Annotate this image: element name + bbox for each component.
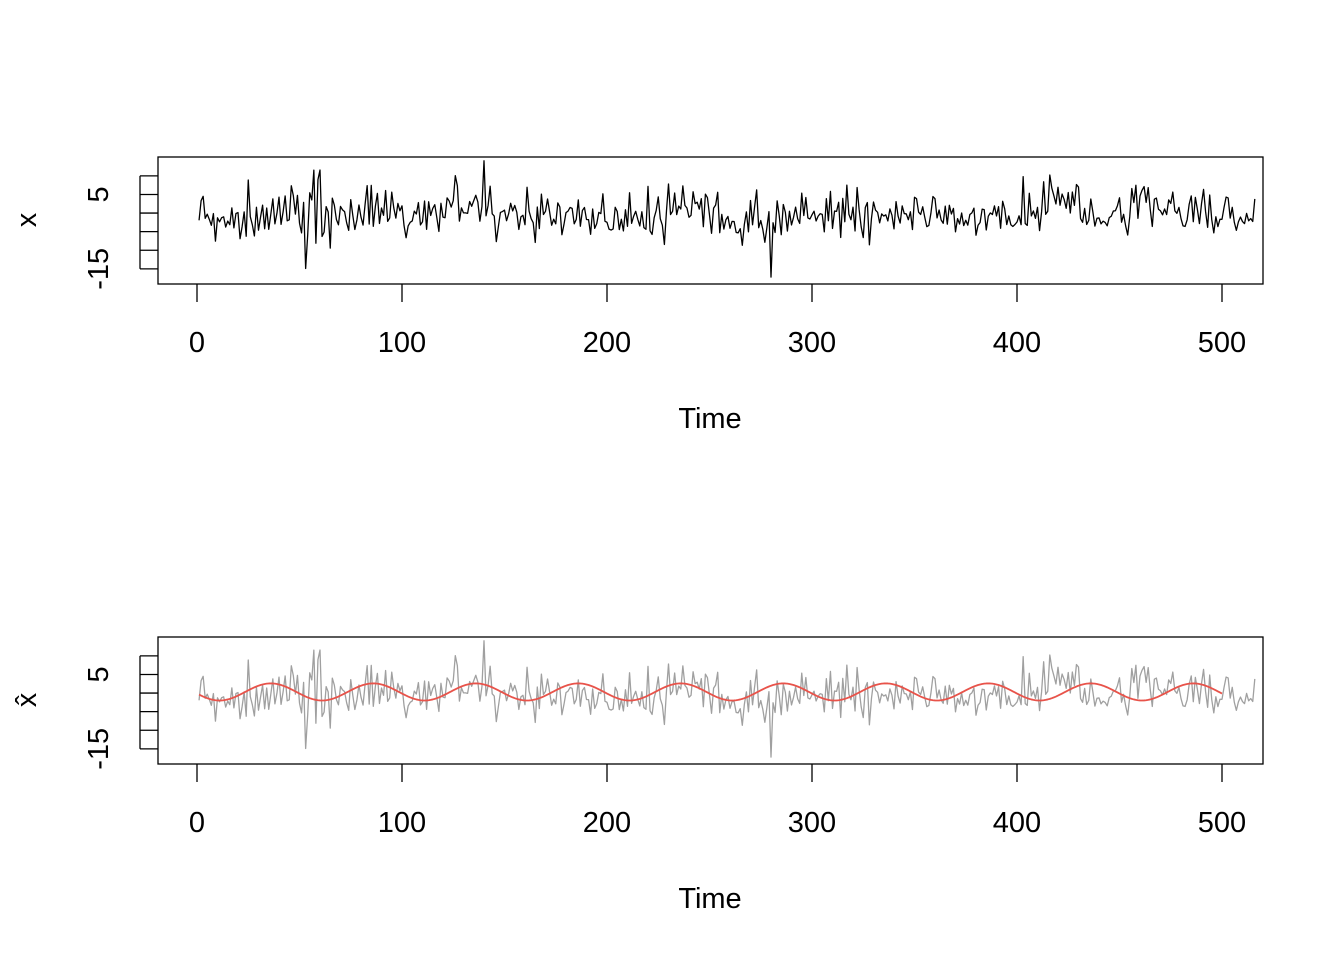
y-tick-label-top-0: -15 xyxy=(83,248,115,290)
x-tick-label-top-3: 300 xyxy=(788,327,836,359)
y-tick-label-bottom-0: -15 xyxy=(83,728,115,770)
panel-top: 0 100 200 300 400 500 -15 5 Time x xyxy=(11,156,1264,435)
series-layer-bottom xyxy=(198,640,1256,758)
y-tick-label-top-1: 5 xyxy=(83,186,115,202)
plot-frame-top xyxy=(157,156,1264,285)
x-tick-label-top-2: 200 xyxy=(583,327,631,359)
series-line-bottom-2 xyxy=(198,682,1223,702)
x-axis-top: 0 100 200 300 400 500 xyxy=(189,284,1246,359)
y-tick-label-bottom-1: 5 xyxy=(83,666,115,682)
x-tick-label-top-1: 100 xyxy=(378,327,426,359)
x-tick-label-bottom-5: 500 xyxy=(1198,807,1246,839)
series-layer-top xyxy=(198,160,1256,278)
x-tick-label-bottom-4: 400 xyxy=(993,807,1041,839)
x-tick-label-bottom-3: 300 xyxy=(788,807,836,839)
x-axis-bottom: 0 100 200 300 400 500 xyxy=(189,764,1246,839)
x-tick-label-top-5: 500 xyxy=(1198,327,1246,359)
series-line-bottom-1 xyxy=(198,640,1256,758)
y-axis-title-bottom: x̂ xyxy=(11,692,43,707)
y-axis-bottom: -15 5 xyxy=(83,655,158,770)
x-axis-title-top: Time xyxy=(678,403,741,435)
x-tick-label-bottom-1: 100 xyxy=(378,807,426,839)
y-axis-top: -15 5 xyxy=(83,175,158,290)
y-axis-title-top: x xyxy=(11,212,43,227)
plot-frame-bottom xyxy=(157,636,1264,765)
x-tick-label-bottom-0: 0 xyxy=(189,807,205,839)
x-tick-label-top-4: 400 xyxy=(993,327,1041,359)
series-line-top-1 xyxy=(198,160,1256,278)
x-tick-label-top-0: 0 xyxy=(189,327,205,359)
x-tick-label-bottom-2: 200 xyxy=(583,807,631,839)
panel-bottom: 0 100 200 300 400 500 -15 5 Time x̂ xyxy=(11,636,1264,915)
x-axis-title-bottom: Time xyxy=(678,883,741,915)
